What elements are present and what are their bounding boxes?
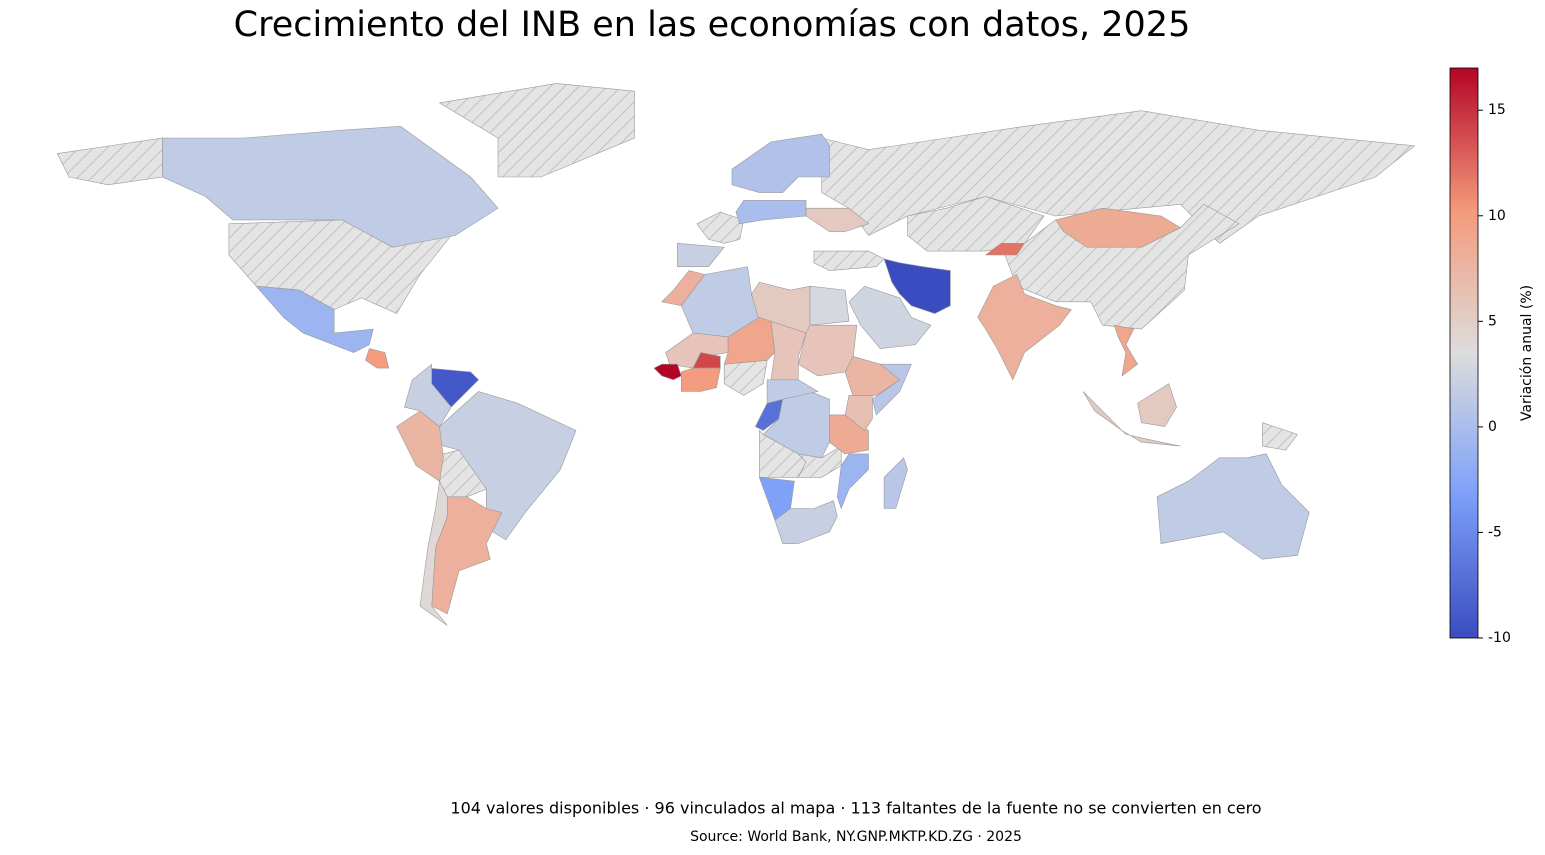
colorbar-tick-label: 0: [1488, 419, 1497, 435]
missing-region: [1262, 422, 1298, 451]
missing-regions: [56, 83, 1416, 498]
region: [653, 363, 682, 381]
missing-region: [821, 110, 1416, 244]
region: [848, 285, 932, 349]
region: [883, 258, 951, 314]
missing-region: [797, 445, 842, 478]
region: [731, 133, 830, 193]
region: [735, 200, 807, 225]
region: [365, 348, 390, 369]
region: [766, 379, 819, 404]
colorbar-label: Variación anual (%): [1519, 285, 1535, 421]
region: [419, 480, 448, 626]
region: [883, 457, 908, 509]
missing-region: [813, 250, 885, 271]
missing-region: [56, 137, 163, 186]
missing-region: [723, 359, 768, 396]
region: [805, 207, 870, 232]
region: [404, 363, 452, 428]
missing-region: [438, 83, 635, 178]
region: [681, 367, 721, 392]
region: [774, 500, 838, 544]
region: [427, 391, 577, 541]
region: [844, 395, 873, 431]
region: [809, 285, 850, 326]
colorbar-tick-label: 15: [1488, 102, 1506, 118]
colorbar-tick-label: -10: [1488, 630, 1511, 646]
source: Source: World Bank, NY.GNP.MKTP.KD.ZG · …: [690, 829, 1022, 845]
colorbar: [1449, 67, 1479, 639]
region: [1156, 453, 1310, 560]
region: [1082, 383, 1181, 447]
region: [677, 242, 725, 267]
colorbar-tick-label: 10: [1488, 208, 1506, 224]
region: [984, 243, 1026, 256]
region: [977, 274, 1072, 381]
region: [255, 285, 374, 353]
missing-region: [696, 211, 745, 244]
region: [162, 125, 499, 248]
colorbar-tick-label: -5: [1488, 524, 1502, 540]
region: [836, 453, 869, 510]
chart-title: Crecimiento del INB en las economías con…: [234, 5, 1191, 45]
regions: [162, 125, 1310, 626]
footnote: 104 valores disponibles · 96 vinculados …: [450, 799, 1261, 818]
colorbar-tick-label: 5: [1488, 313, 1497, 329]
region: [872, 363, 912, 416]
region: [661, 270, 706, 307]
region: [1113, 324, 1138, 377]
region: [1055, 207, 1182, 248]
